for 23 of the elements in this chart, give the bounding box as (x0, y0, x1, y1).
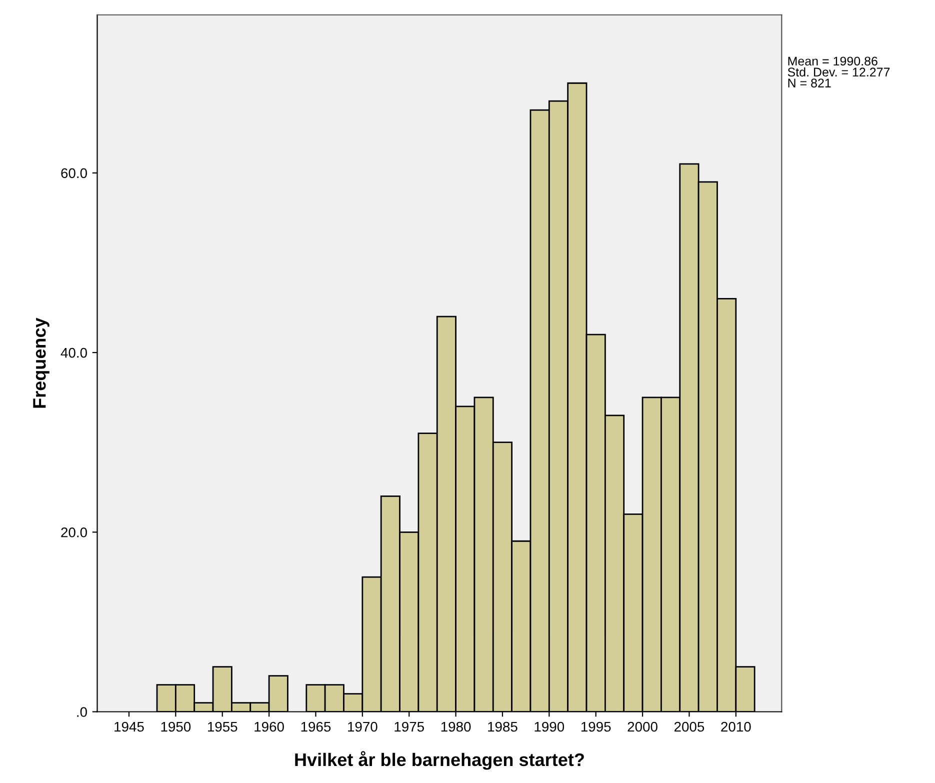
x-axis-title: Hvilket år ble barnehagen startet? (295, 751, 584, 770)
x-tick-label: 1975 (394, 722, 424, 732)
x-tick-label: 2000 (628, 722, 658, 732)
x-tick-label: 1980 (441, 722, 471, 732)
y-axis-title: Frequency (33, 318, 50, 408)
y-tick-label: 20.0 (61, 527, 87, 538)
x-tick-label: 2010 (721, 722, 751, 732)
text: Mean = 1990.86 (788, 56, 878, 66)
x-tick-label: 1950 (161, 722, 191, 732)
x-tick-label: 1960 (254, 722, 284, 732)
text: N = 821 (788, 78, 831, 88)
x-tick-label: 1955 (208, 722, 238, 732)
x-tick-label: 1965 (301, 722, 331, 732)
y-tick-label: .0 (77, 707, 87, 717)
x-tick-label: 1990 (534, 722, 564, 732)
y-tick-label: 60.0 (61, 168, 87, 178)
x-tick-label: 2005 (674, 722, 704, 732)
text: Std. Dev. = 12.277 (788, 67, 890, 77)
x-tick-label: 1945 (114, 722, 144, 732)
y-tick-label: 40.0 (60, 348, 87, 358)
x-tick-label: 1985 (488, 722, 518, 732)
x-tick-label: 1970 (348, 722, 378, 732)
x-tick-label: 1995 (581, 722, 611, 732)
